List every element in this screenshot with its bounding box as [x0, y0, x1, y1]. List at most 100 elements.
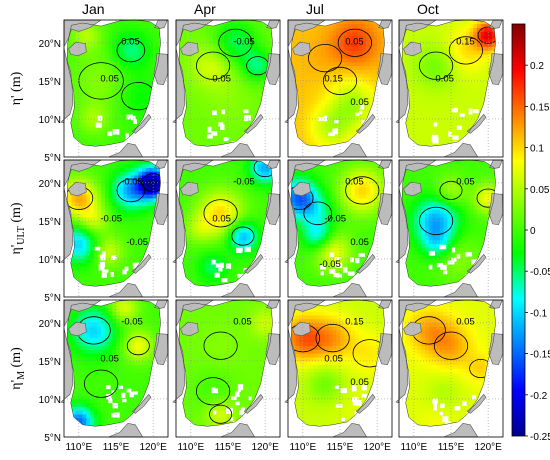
map-panel-apr-row1: -0.05 0.05: [172, 19, 281, 158]
land-mass: [292, 41, 311, 57]
land-mass: [60, 328, 74, 404]
contour-label: -0.05: [233, 177, 255, 188]
contour-label: 0.05: [456, 177, 475, 188]
land-mass: [243, 253, 264, 274]
lat-tick-label: 5°N: [44, 433, 61, 444]
map-panel-jul-row2: 0.05 -0.05 0.05 -0.05: [284, 159, 393, 298]
land-mass: [287, 19, 327, 47]
lat-tick-label: 10°N: [39, 255, 61, 266]
map-panel-apr-row2: -0.05 0.05: [172, 159, 281, 298]
panel-frame: [175, 159, 281, 298]
land-mass: [284, 328, 298, 404]
land-mass: [60, 48, 74, 124]
land-mass: [284, 188, 298, 264]
map-panel-oct-row2: 0.05: [395, 159, 504, 298]
land-mass: [153, 333, 169, 366]
land-mass: [180, 41, 199, 57]
land-mass: [63, 159, 103, 187]
contour-label: 0.05: [350, 97, 369, 108]
column-title-oct: Oct: [417, 1, 439, 17]
contour-label: -0.05: [121, 317, 143, 328]
land-mass: [63, 19, 103, 47]
column-title-jul: Jul: [306, 1, 324, 17]
land-mass: [265, 53, 281, 86]
contour-label: -0.05: [319, 259, 341, 270]
land-mass: [355, 113, 376, 134]
land-mass: [131, 113, 152, 134]
map-panels: 0.050.05-0.050.050.050.150.050.150.05-0.…: [60, 19, 504, 438]
colorbar-scale: [511, 23, 526, 437]
land-mass: [68, 321, 87, 337]
land-mass: [398, 19, 438, 47]
axis-labels: 20°N 15°N 10°N 5°N 20°N 15°N 10°N 5°N 20°N 15°N 10…: [39, 39, 502, 453]
colorbar-tick-label: -0.2: [530, 391, 548, 402]
lon-tick-label: 115°E: [103, 442, 130, 453]
column-title-apr: Apr: [194, 1, 216, 17]
panel-frame: [175, 19, 281, 158]
contour-label: 0.15: [324, 74, 343, 85]
row-label-3: η'M (m): [9, 347, 27, 390]
land-mass: [395, 188, 409, 264]
land-mass: [175, 159, 215, 187]
contour-lines: [196, 331, 238, 424]
contour-label: 0.05: [345, 177, 364, 188]
contour-label: 0.05: [212, 74, 231, 85]
land-mass: [377, 193, 393, 226]
panel-frame: [63, 299, 169, 438]
map-panel-jul-row3: 0.15 0.05 0.05: [284, 299, 393, 438]
contour-label: 0.05: [100, 354, 119, 365]
lon-tick-label: 120°E: [139, 442, 167, 453]
colorbar-tick-label: -0.1: [530, 308, 548, 319]
land-mass: [398, 159, 438, 187]
land-mass: [131, 253, 152, 274]
lat-tick-label: 15°N: [39, 217, 61, 228]
panel-frame: [175, 299, 281, 438]
colorbar-tick-label: 0.05: [530, 185, 550, 196]
contour-label: 0.05: [456, 317, 475, 328]
lat-tick-label: 20°N: [39, 39, 61, 50]
land-mass: [172, 328, 186, 404]
land-mass: [292, 181, 311, 197]
panel-frame: [398, 299, 504, 438]
land-mass: [355, 393, 376, 414]
land-mass: [355, 253, 376, 274]
land-mass: [466, 253, 487, 274]
land-mass: [265, 333, 281, 366]
lon-tick-label: 115°E: [327, 442, 354, 453]
land-mass: [180, 181, 199, 197]
land-mass: [466, 113, 487, 134]
land-mass: [180, 321, 199, 337]
colorbar-tick-label: -0.25: [530, 432, 550, 443]
lat-tick-label: 15°N: [39, 77, 61, 88]
map-panel-apr-row3: 0.05: [172, 299, 281, 438]
colorbar-tick-label: -0.05: [530, 267, 550, 278]
anomaly-field: [179, 160, 273, 287]
column-title-jan: Jan: [82, 1, 105, 17]
map-panel-jan-row3: -0.05 0.05: [60, 299, 169, 438]
contour-label: 0.15: [345, 317, 364, 328]
contour-label: -0.05: [233, 37, 255, 48]
lon-tick-label: 120°E: [363, 442, 391, 453]
lat-tick-label: 10°N: [39, 395, 61, 406]
map-panel-oct-row1: 0.15 0.05: [395, 19, 504, 158]
contour-label: 0.05: [233, 317, 252, 328]
lon-tick-label: 115°E: [215, 442, 242, 453]
panel-frame: [287, 159, 393, 298]
map-panel-jan-row1: 0.05 0.05: [60, 19, 169, 158]
land-mass: [68, 41, 87, 57]
land-mass: [488, 333, 504, 366]
colorbar-tick-label: 0: [530, 226, 536, 237]
land-mass: [398, 299, 438, 327]
lon-tick-label: 110°E: [290, 442, 317, 453]
land-mass: [403, 181, 422, 197]
colorbar-tick-label: -0.15: [530, 350, 550, 361]
contour-lines: [307, 28, 372, 96]
panel-frame: [63, 159, 169, 298]
panel-frame: [398, 159, 504, 298]
land-mass: [377, 333, 393, 366]
land-mass: [153, 193, 169, 226]
contour-label: -0.05: [121, 177, 143, 188]
panel-frame: [63, 19, 169, 158]
contour-label: 0.05: [350, 237, 369, 248]
